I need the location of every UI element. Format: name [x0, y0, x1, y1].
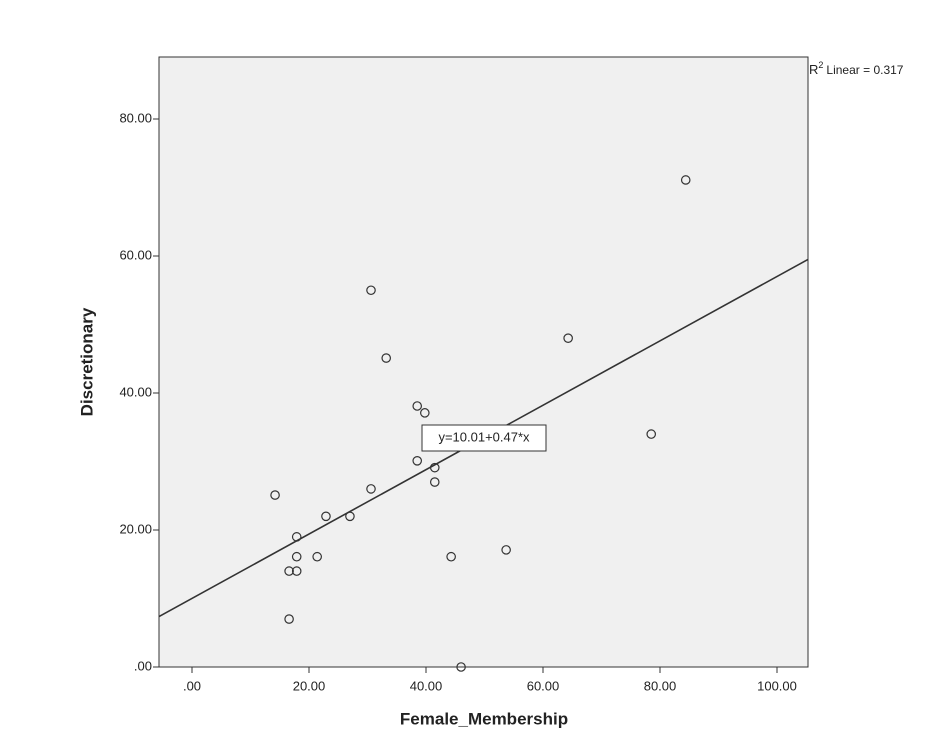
y-tick-label: 20.00 — [119, 521, 152, 536]
point — [321, 511, 331, 522]
x-tick-label: 100.00 — [757, 678, 797, 693]
x-axis-title: Female_Membership — [400, 709, 568, 728]
x-tick-label: 20.00 — [293, 678, 326, 693]
point — [366, 484, 376, 494]
point — [366, 285, 376, 296]
point — [456, 662, 466, 672]
point — [291, 566, 302, 576]
y-tick-label: 60.00 — [119, 247, 152, 262]
point — [312, 551, 322, 562]
r2-label: R2 Linear = 0.317 — [809, 60, 904, 77]
x-tick-label: 40.00 — [410, 678, 443, 693]
x-tick-label: 80.00 — [644, 678, 677, 693]
y-tick-label: .00 — [134, 658, 152, 673]
point — [291, 551, 302, 562]
point — [412, 401, 423, 411]
r2-prefix: R — [809, 62, 818, 77]
r2-text: Linear = 0.317 — [826, 63, 903, 77]
point — [284, 566, 294, 576]
point — [284, 614, 294, 624]
point — [446, 551, 456, 562]
y-tick-label: 40.00 — [119, 384, 152, 399]
y-axis-title: Discretionary — [77, 307, 96, 416]
point — [270, 490, 280, 500]
point — [563, 333, 573, 343]
point — [429, 477, 440, 487]
point — [412, 456, 423, 466]
plot-area — [158, 56, 809, 668]
point — [680, 175, 691, 185]
point — [381, 353, 392, 363]
fit-label: y=10.01+0.47*x — [438, 429, 530, 444]
r2-superscript: 2 — [818, 60, 823, 70]
x-tick-label: .00 — [183, 678, 201, 693]
y-tick-label: 80.00 — [119, 110, 152, 125]
point — [420, 408, 430, 418]
x-tick-label: 60.00 — [527, 678, 560, 693]
point — [501, 545, 511, 555]
fit-label-box — [421, 424, 547, 452]
point — [646, 429, 657, 439]
